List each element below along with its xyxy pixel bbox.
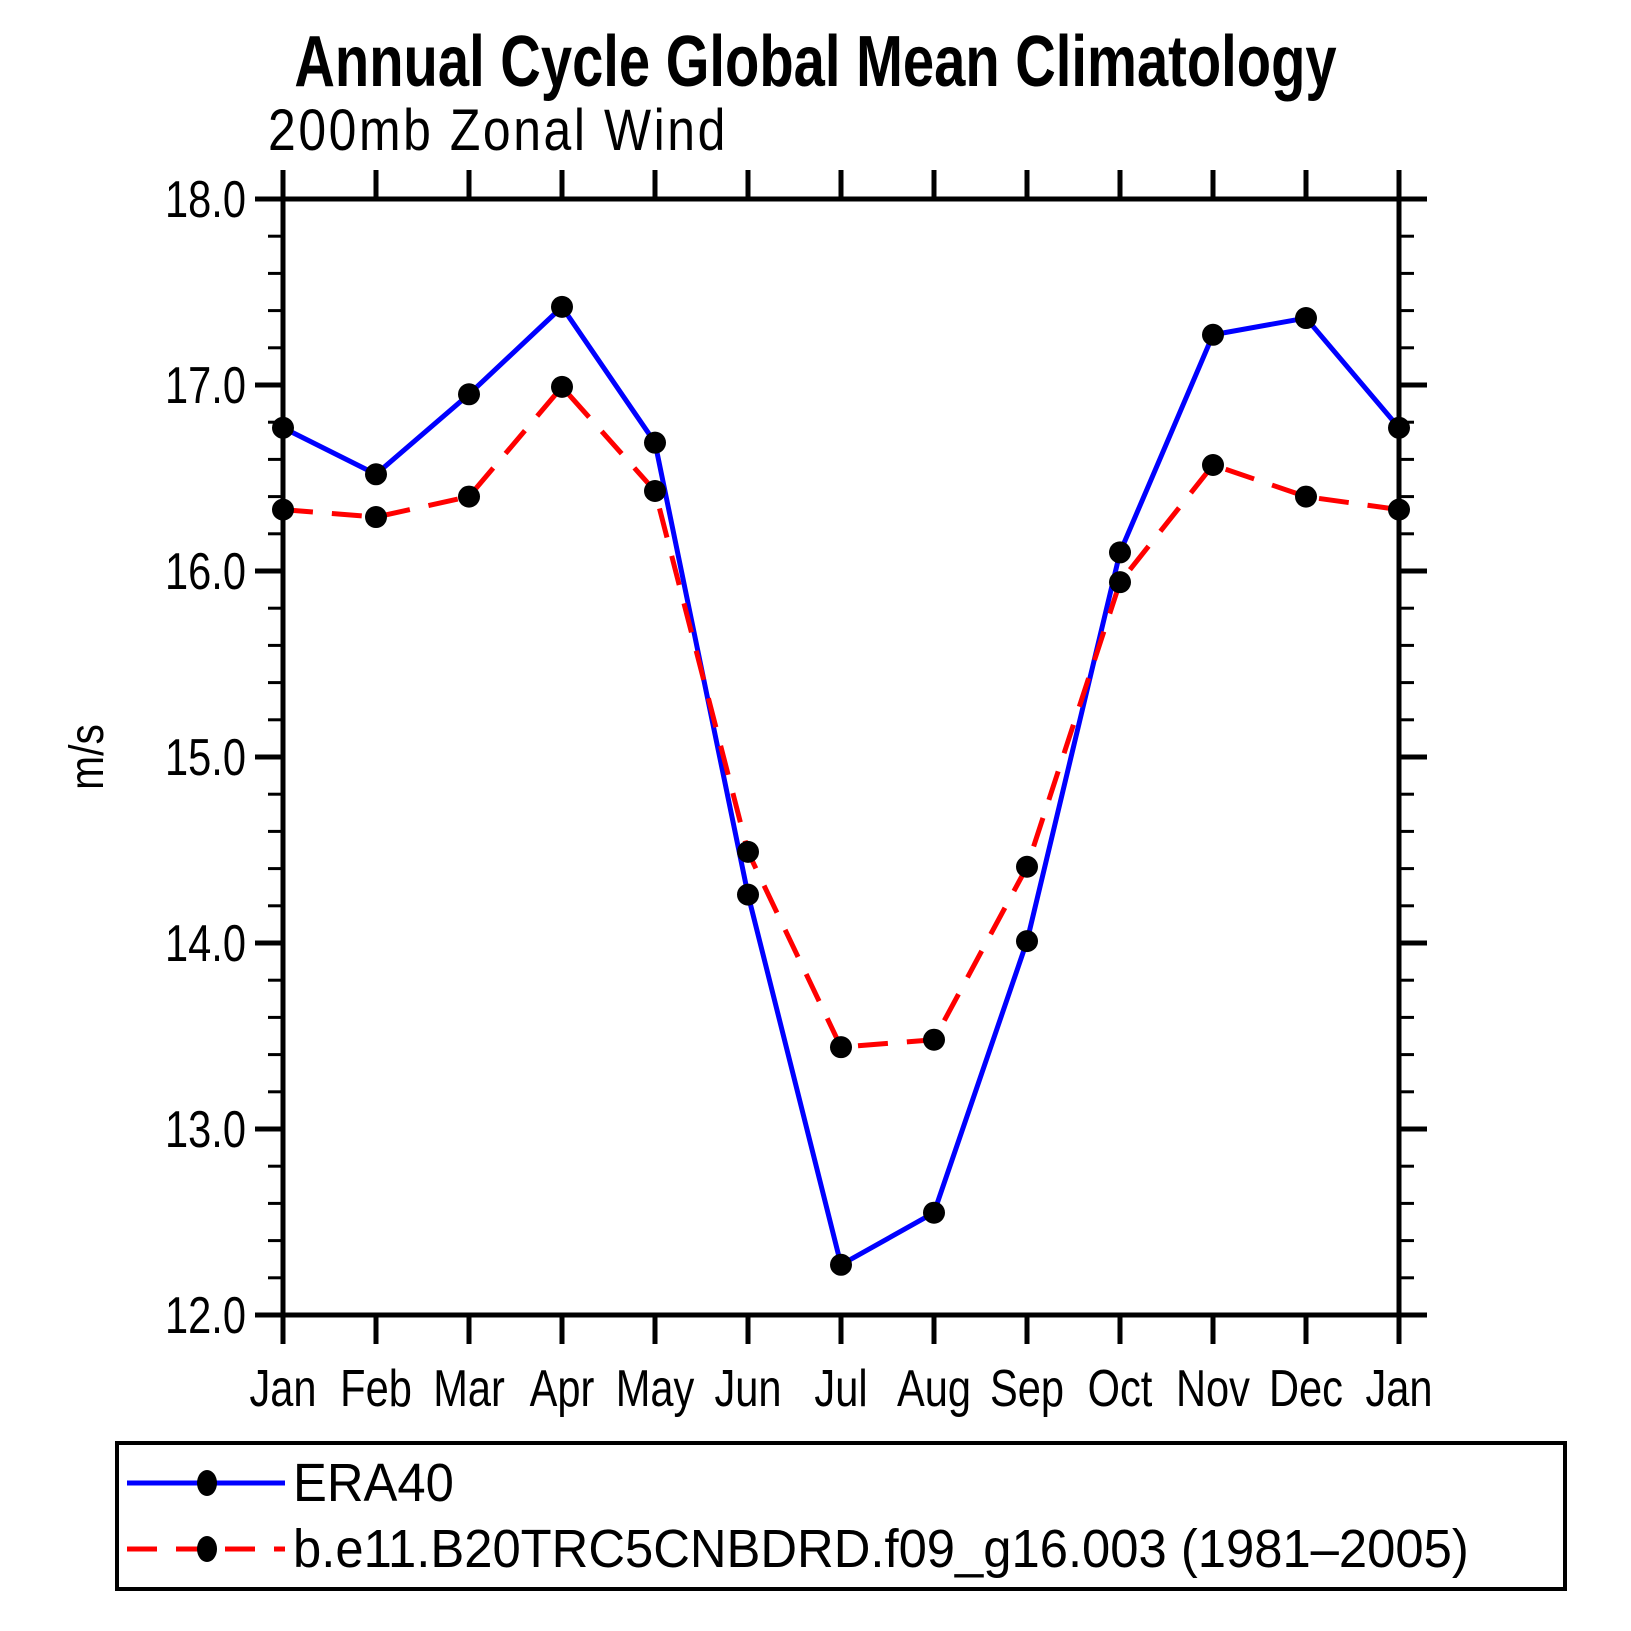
y-tick-label: 15.0	[165, 728, 246, 787]
data-point	[1295, 485, 1317, 508]
x-tick-label: Aug	[897, 1359, 971, 1418]
data-point	[830, 1036, 852, 1059]
data-point	[644, 431, 666, 454]
y-tick-label: 18.0	[165, 170, 246, 229]
legend-item-observation: ERA40	[119, 1450, 1563, 1516]
data-point	[830, 1253, 852, 1276]
series-line-0	[281, 303, 1401, 1269]
data-point	[1109, 571, 1131, 594]
data-point	[1202, 323, 1224, 346]
y-tick-label: 16.0	[165, 542, 246, 601]
y-tick-label: 14.0	[165, 914, 246, 973]
y-tick-label: 13.0	[165, 1100, 246, 1159]
x-tick-label: Apr	[530, 1359, 595, 1418]
plot-frame	[280, 196, 1402, 1318]
x-tick-label: Nov	[1176, 1359, 1250, 1418]
data-point	[1202, 453, 1224, 476]
data-point	[551, 295, 573, 318]
x-tick-label: May	[616, 1359, 695, 1418]
data-point	[458, 485, 480, 508]
data-point	[923, 1201, 945, 1224]
data-point	[737, 840, 759, 863]
data-point	[272, 498, 294, 521]
data-point	[365, 506, 387, 529]
x-tick-label: Oct	[1088, 1359, 1153, 1418]
data-point	[1016, 855, 1038, 878]
data-point	[272, 416, 294, 439]
x-tick-label: Mar	[433, 1359, 505, 1418]
x-tick-label: Sep	[990, 1359, 1064, 1418]
chart-subtitle: 200mb Zonal Wind	[268, 98, 728, 163]
y-tick-label: 12.0	[165, 1286, 246, 1345]
legend-item-model: b.e11.B20TRC5CNBDRD.f09_g16.003 (1981–20…	[119, 1516, 1563, 1582]
legend-label-observation: ERA40	[293, 1453, 454, 1513]
legend: ERA40 b.e11.B20TRC5CNBDRD.f09_g16.003 (1…	[115, 1441, 1567, 1591]
x-tick-label: Dec	[1269, 1359, 1343, 1418]
legend-sample-dashed-line	[127, 1536, 285, 1562]
chart-title: Annual Cycle Global Mean Climatology	[294, 22, 1337, 102]
x-tick-label: Feb	[340, 1359, 412, 1418]
data-point	[365, 463, 387, 486]
series-line-1	[282, 383, 1400, 1050]
data-point	[1388, 498, 1410, 521]
data-point	[644, 480, 666, 503]
x-tick-label: Jan	[249, 1359, 316, 1418]
legend-marker-icon	[197, 1536, 217, 1562]
legend-label-model: b.e11.B20TRC5CNBDRD.f09_g16.003 (1981–20…	[293, 1519, 1469, 1579]
data-point	[923, 1028, 945, 1051]
x-tick-label: Jul	[814, 1359, 867, 1418]
x-tick-label: Jun	[714, 1359, 781, 1418]
data-point	[458, 383, 480, 406]
x-tick-label: Jan	[1365, 1359, 1432, 1418]
data-point	[737, 883, 759, 906]
data-point	[1295, 307, 1317, 330]
y-tick-label: 17.0	[165, 356, 246, 415]
data-point	[1016, 930, 1038, 953]
data-point	[551, 375, 573, 398]
data-point	[1388, 416, 1410, 439]
data-point	[1109, 541, 1131, 564]
legend-marker-icon	[197, 1470, 217, 1496]
legend-sample-solid-line	[127, 1470, 285, 1496]
